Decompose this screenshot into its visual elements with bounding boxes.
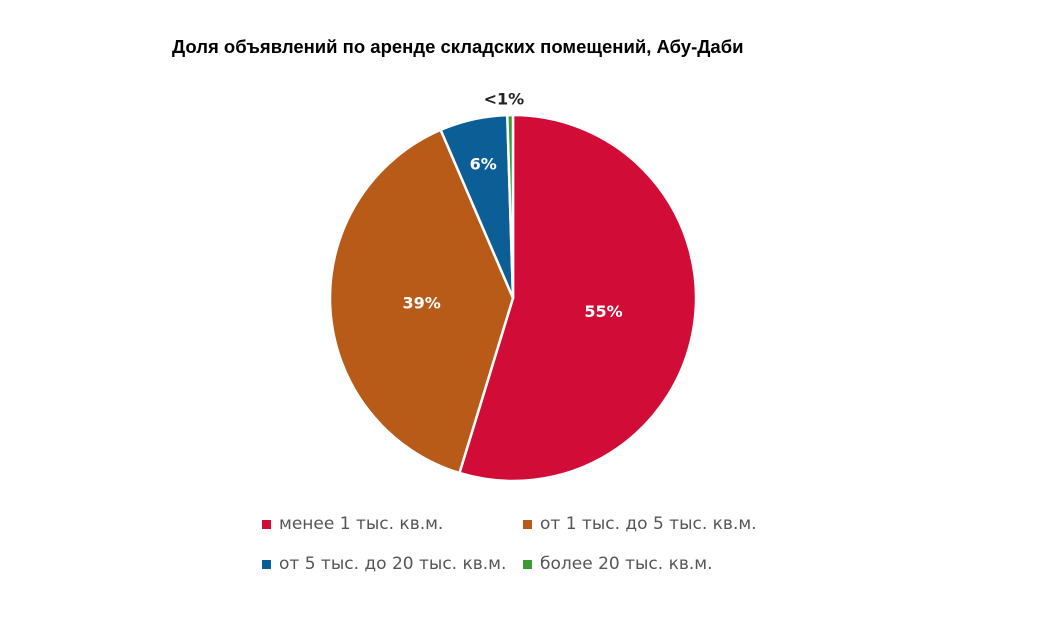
legend-item-5k-20k: от 5 тыс. до 20 тыс. кв.м. [262,554,506,574]
legend-item-1k-5k: от 1 тыс. до 5 тыс. кв.м. [523,514,757,534]
slice-label-lt-1k: 55% [584,302,622,321]
slice-label-5k-20k: 6% [470,155,497,174]
pie-slice-1k-5k [328,128,515,475]
chart-title: Доля объявлений по аренде складских поме… [172,36,744,57]
legend-swatch-gt-20k [523,559,532,569]
legend-swatch-1k-5k [523,519,532,529]
pie-slices [328,113,698,483]
legend-item-gt-20k: более 20 тыс. кв.м. [523,554,713,574]
legend-swatch-lt-1k [262,519,271,529]
slice-label-gt-20k: <1% [484,90,525,109]
pie-slice-lt-1k [458,113,698,483]
legend-label-1k-5k: от 1 тыс. до 5 тыс. кв.м. [540,514,757,534]
slice-label-1k-5k: 39% [402,294,440,313]
legend-swatch-5k-20k [262,559,271,569]
legend-label-5k-20k: от 5 тыс. до 20 тыс. кв.м. [279,554,507,574]
pie-slice-gt-20k [506,113,515,300]
pie-labels: 55% 39% 6% <1% [402,90,622,322]
legend-label-gt-20k: более 20 тыс. кв.м. [540,554,713,574]
legend-item-lt-1k: менее 1 тыс. кв.м. [262,514,443,534]
legend-label-lt-1k: менее 1 тыс. кв.м. [279,514,444,534]
